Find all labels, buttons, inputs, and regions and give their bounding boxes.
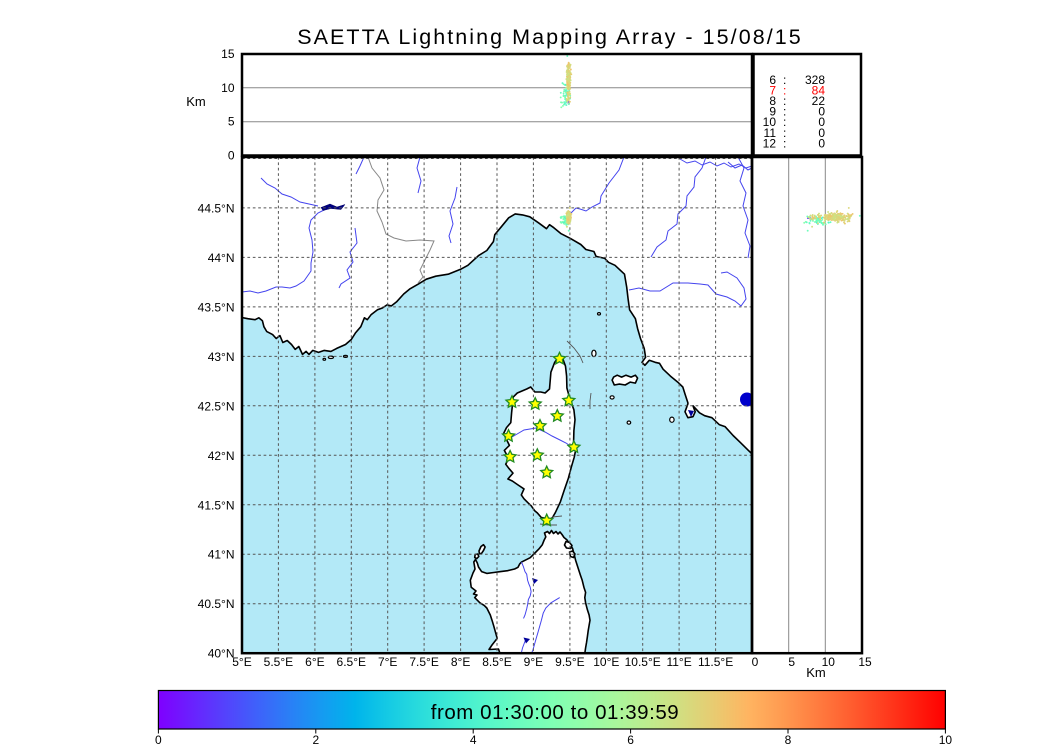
svg-text:12: 12	[763, 136, 777, 150]
svg-text:5°E: 5°E	[232, 655, 251, 669]
svg-text::: :	[783, 73, 786, 87]
svg-text:4: 4	[470, 733, 477, 747]
svg-text:40.5°N: 40.5°N	[198, 597, 235, 611]
svg-text:0: 0	[818, 115, 825, 129]
svg-text:44.5°N: 44.5°N	[198, 201, 235, 215]
svg-text:7: 7	[769, 84, 776, 98]
svg-text:40°N: 40°N	[208, 647, 235, 661]
svg-text:from 01:30:00 to 01:39:59: from 01:30:00 to 01:39:59	[431, 701, 680, 724]
svg-text:9.5°E: 9.5°E	[555, 655, 584, 669]
svg-text:6°E: 6°E	[305, 655, 324, 669]
svg-text:6.5°E: 6.5°E	[337, 655, 366, 669]
svg-text:328: 328	[805, 73, 825, 87]
svg-text:8°E: 8°E	[451, 655, 470, 669]
svg-text:7.5°E: 7.5°E	[409, 655, 438, 669]
svg-text:5.5°E: 5.5°E	[264, 655, 293, 669]
svg-text:84: 84	[812, 84, 826, 98]
svg-text::: :	[783, 94, 786, 108]
svg-text:0: 0	[228, 149, 235, 163]
svg-text:8.5°E: 8.5°E	[482, 655, 511, 669]
svg-text::: :	[783, 84, 786, 98]
svg-text:5: 5	[228, 115, 235, 129]
svg-text:6: 6	[627, 733, 634, 747]
svg-text:22: 22	[812, 94, 826, 108]
svg-text:42°N: 42°N	[208, 449, 235, 463]
svg-text:10: 10	[822, 655, 836, 669]
svg-text:0: 0	[818, 136, 825, 150]
svg-text:15: 15	[858, 655, 872, 669]
svg-text:41.5°N: 41.5°N	[198, 498, 235, 512]
svg-text:11.5°E: 11.5°E	[698, 655, 733, 669]
svg-text:43°N: 43°N	[208, 350, 235, 364]
svg-text:0: 0	[155, 733, 162, 747]
svg-text:10: 10	[221, 81, 235, 95]
svg-text:10°E: 10°E	[593, 655, 619, 669]
svg-text:11: 11	[764, 126, 777, 140]
svg-text:41°N: 41°N	[208, 548, 235, 562]
svg-text:10: 10	[763, 115, 777, 129]
svg-text:2: 2	[312, 733, 319, 747]
svg-text:0: 0	[752, 655, 759, 669]
svg-text:0: 0	[818, 105, 825, 119]
svg-text:10: 10	[939, 733, 953, 747]
svg-text:11°E: 11°E	[666, 655, 691, 669]
svg-text:Km: Km	[186, 94, 206, 109]
svg-text:6: 6	[769, 73, 776, 87]
svg-text:44°N: 44°N	[208, 251, 235, 265]
svg-text::: :	[783, 136, 786, 150]
svg-text::: :	[783, 126, 786, 140]
svg-text:8: 8	[785, 733, 792, 747]
svg-text:42.5°N: 42.5°N	[198, 399, 235, 413]
svg-text:SAETTA Lightning Mapping Array: SAETTA Lightning Mapping Array - 15/08/1…	[297, 25, 803, 49]
svg-text:10.5°E: 10.5°E	[625, 655, 661, 669]
svg-text:0: 0	[818, 126, 825, 140]
svg-text:9°E: 9°E	[524, 655, 543, 669]
svg-text:43.5°N: 43.5°N	[198, 300, 235, 314]
svg-text:Km: Km	[806, 665, 826, 680]
svg-text::: :	[783, 115, 786, 129]
svg-text:9: 9	[769, 105, 776, 119]
svg-text:7°E: 7°E	[378, 655, 397, 669]
svg-text:15: 15	[221, 47, 235, 61]
svg-text::: :	[783, 105, 786, 119]
svg-text:5: 5	[788, 655, 795, 669]
svg-text:8: 8	[769, 94, 776, 108]
